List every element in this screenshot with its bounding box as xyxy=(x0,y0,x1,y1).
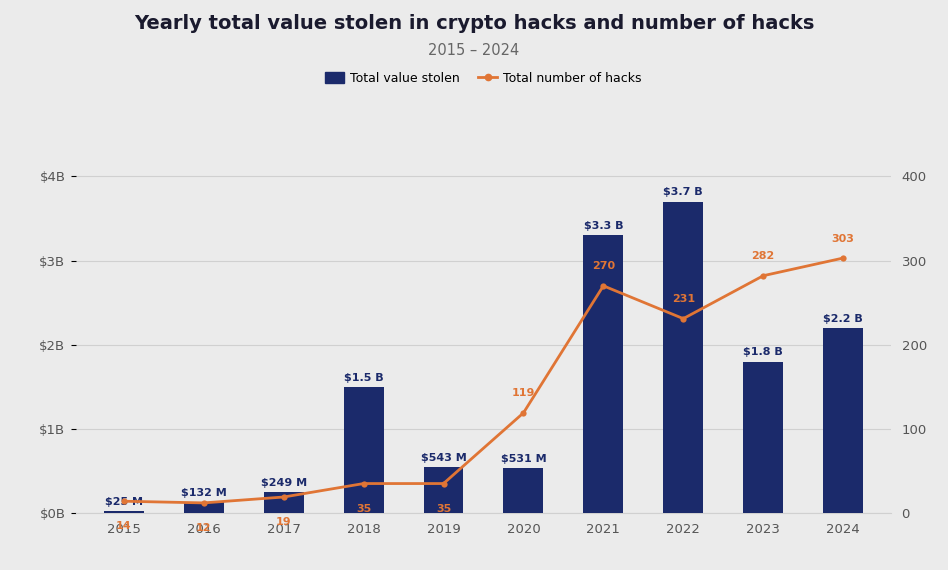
Text: $249 M: $249 M xyxy=(261,478,307,488)
Bar xyxy=(743,361,783,513)
Text: 14: 14 xyxy=(116,521,132,531)
Text: $543 M: $543 M xyxy=(421,453,466,463)
Text: 303: 303 xyxy=(831,234,854,243)
Text: $1.8 B: $1.8 B xyxy=(743,347,783,357)
Bar xyxy=(184,502,224,513)
Text: $25 M: $25 M xyxy=(105,496,143,507)
Text: $3.7 B: $3.7 B xyxy=(664,188,703,197)
Text: 231: 231 xyxy=(672,294,695,304)
Text: $2.2 B: $2.2 B xyxy=(823,314,863,324)
Text: 19: 19 xyxy=(276,517,291,527)
Text: 119: 119 xyxy=(512,388,535,398)
Bar xyxy=(583,235,624,513)
Bar xyxy=(823,328,863,513)
Legend: Total value stolen, Total number of hacks: Total value stolen, Total number of hack… xyxy=(320,67,647,90)
Text: 282: 282 xyxy=(752,251,775,261)
Text: $531 M: $531 M xyxy=(501,454,546,464)
Bar xyxy=(664,202,703,513)
Text: 35: 35 xyxy=(436,503,451,514)
Bar xyxy=(503,469,543,513)
Text: 12: 12 xyxy=(196,523,211,533)
Bar xyxy=(104,511,144,513)
Text: $1.5 B: $1.5 B xyxy=(344,373,383,382)
Text: 2015 – 2024: 2015 – 2024 xyxy=(428,43,520,58)
Text: 270: 270 xyxy=(592,262,615,271)
Text: 35: 35 xyxy=(356,503,372,514)
Bar xyxy=(264,492,303,513)
Bar xyxy=(343,387,384,513)
Text: Yearly total value stolen in crypto hacks and number of hacks: Yearly total value stolen in crypto hack… xyxy=(134,14,814,33)
Text: $3.3 B: $3.3 B xyxy=(584,221,623,231)
Bar xyxy=(424,467,464,513)
Text: $132 M: $132 M xyxy=(181,488,227,498)
